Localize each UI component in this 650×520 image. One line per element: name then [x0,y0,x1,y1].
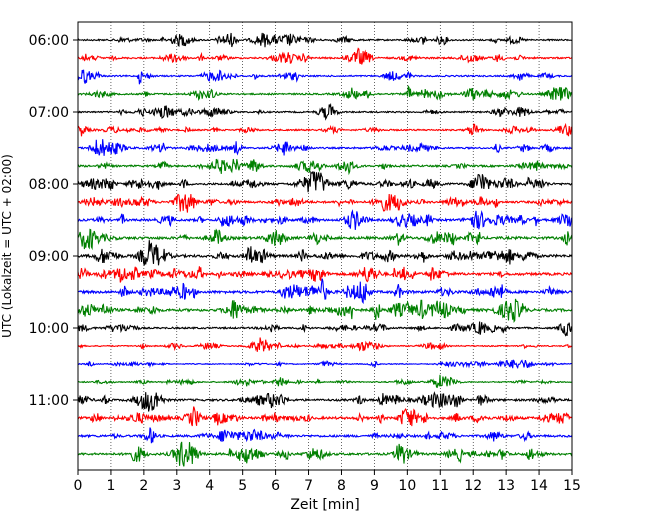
trace-line [77,278,573,305]
x-tick-label: 3 [172,478,181,494]
plot-frame [77,21,573,471]
trace-line [77,69,573,85]
trace-line [77,158,573,176]
y-tick-label: 08:00 [29,177,69,193]
trace-line [77,337,573,352]
trace-line [77,266,573,283]
trace-line [77,228,573,251]
x-tick-label: 11 [431,478,449,494]
trace-line [77,359,573,369]
x-axis-ticks: 0 1 2 3 4 5 6 7 8 9 10 11 12 13 14 15 [74,470,581,494]
trace-line [77,240,573,266]
x-tick-label: 4 [205,478,214,494]
trace-line [77,84,573,101]
y-tick-label: 11:00 [29,393,69,409]
x-tick-label: 1 [106,478,115,494]
x-tick-label: 15 [563,478,581,494]
x-tick-label: 10 [398,478,416,494]
trace-line [77,406,573,427]
x-tick-label: 13 [497,478,515,494]
y-axis-label: UTC (Lokalzeit = UTC + 02:00) [0,154,14,338]
y-axis-ticks: 06:00 07:00 08:00 09:00 10:00 11:00 [29,33,78,409]
trace-line [77,139,573,156]
y-tick-label: 06:00 [29,33,69,49]
trace-line [77,321,573,337]
trace-line [77,122,573,137]
trace-line [77,193,573,213]
trace-line [77,47,573,65]
trace-line [77,374,573,389]
x-tick-label: 9 [370,478,379,494]
x-tick-label: 14 [530,478,548,494]
x-tick-label: 2 [139,478,148,494]
x-tick-label: 0 [74,478,83,494]
trace-line [77,170,573,193]
x-tick-label: 8 [337,478,346,494]
x-tick-label: 7 [304,478,313,494]
x-tick-label: 6 [271,478,280,494]
trace-line [77,391,573,412]
trace-line [77,32,573,48]
x-tick-label: 5 [238,478,247,494]
seismic-traces [77,32,573,467]
y-tick-label: 10:00 [29,321,69,337]
trace-line [77,441,573,467]
y-tick-label: 07:00 [29,105,69,121]
x-tick-label: 12 [464,478,482,494]
trace-line [77,102,573,121]
trace-line [77,209,573,230]
grid-lines [110,22,540,470]
y-tick-label: 09:00 [29,249,69,265]
trace-line [77,298,573,323]
x-axis-label: Zeit [min] [290,497,359,513]
trace-line [77,427,573,444]
